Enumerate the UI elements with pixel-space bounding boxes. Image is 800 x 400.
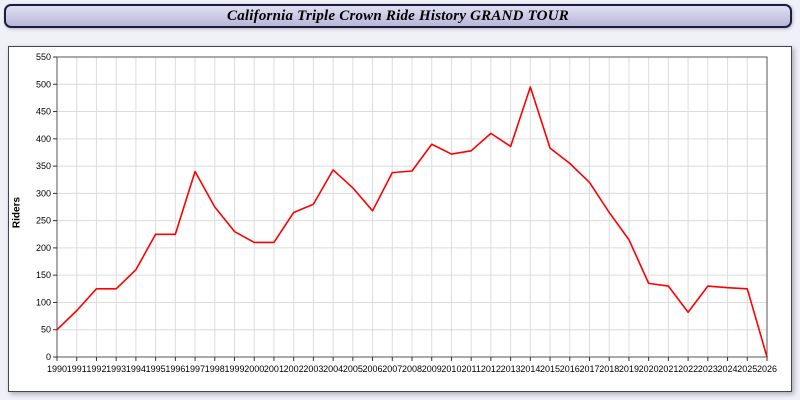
- svg-text:500: 500: [36, 79, 51, 89]
- svg-text:2005: 2005: [343, 364, 363, 374]
- page-title: California Triple Crown Ride History GRA…: [227, 7, 569, 24]
- svg-text:2010: 2010: [441, 364, 461, 374]
- svg-text:2023: 2023: [698, 364, 718, 374]
- svg-text:2006: 2006: [363, 364, 383, 374]
- svg-text:200: 200: [36, 243, 51, 253]
- svg-text:1994: 1994: [126, 364, 146, 374]
- svg-text:2002: 2002: [284, 364, 304, 374]
- svg-text:450: 450: [36, 107, 51, 117]
- svg-text:2013: 2013: [501, 364, 521, 374]
- y-axis-title: Riders: [11, 196, 23, 229]
- svg-text:1997: 1997: [185, 364, 205, 374]
- svg-text:1998: 1998: [205, 364, 225, 374]
- svg-text:100: 100: [36, 297, 51, 307]
- svg-text:2014: 2014: [520, 364, 540, 374]
- svg-text:1990: 1990: [47, 364, 67, 374]
- svg-text:350: 350: [36, 161, 51, 171]
- svg-text:2020: 2020: [639, 364, 659, 374]
- svg-text:2024: 2024: [718, 364, 738, 374]
- svg-text:550: 550: [36, 52, 51, 62]
- svg-text:300: 300: [36, 188, 51, 198]
- svg-text:2015: 2015: [540, 364, 560, 374]
- svg-text:2018: 2018: [599, 364, 619, 374]
- svg-text:2019: 2019: [619, 364, 639, 374]
- svg-text:50: 50: [41, 325, 51, 335]
- svg-text:2026: 2026: [757, 364, 777, 374]
- svg-text:1992: 1992: [86, 364, 106, 374]
- svg-text:1993: 1993: [106, 364, 126, 374]
- svg-text:2004: 2004: [323, 364, 343, 374]
- svg-text:1995: 1995: [146, 364, 166, 374]
- svg-text:2022: 2022: [678, 364, 698, 374]
- svg-text:2000: 2000: [244, 364, 264, 374]
- svg-text:1999: 1999: [224, 364, 244, 374]
- svg-text:250: 250: [36, 216, 51, 226]
- svg-text:2012: 2012: [481, 364, 501, 374]
- svg-text:2011: 2011: [461, 364, 480, 374]
- title-bar: California Triple Crown Ride History GRA…: [4, 4, 792, 28]
- svg-text:2016: 2016: [560, 364, 580, 374]
- svg-text:2007: 2007: [382, 364, 402, 374]
- chart-panel: Riders 0 50 100 150 200 250 300 350 400 450 500 550…: [8, 46, 792, 392]
- svg-text:2008: 2008: [402, 364, 422, 374]
- svg-text:2021: 2021: [658, 364, 678, 374]
- svg-text:2001: 2001: [264, 364, 284, 374]
- svg-text:2003: 2003: [303, 364, 323, 374]
- svg-text:2017: 2017: [579, 364, 599, 374]
- svg-text:0: 0: [46, 352, 51, 362]
- svg-text:2025: 2025: [737, 364, 757, 374]
- svg-text:2009: 2009: [422, 364, 442, 374]
- svg-text:1991: 1991: [67, 364, 87, 374]
- svg-text:150: 150: [36, 270, 51, 280]
- svg-text:1996: 1996: [165, 364, 185, 374]
- svg-text:400: 400: [36, 134, 51, 144]
